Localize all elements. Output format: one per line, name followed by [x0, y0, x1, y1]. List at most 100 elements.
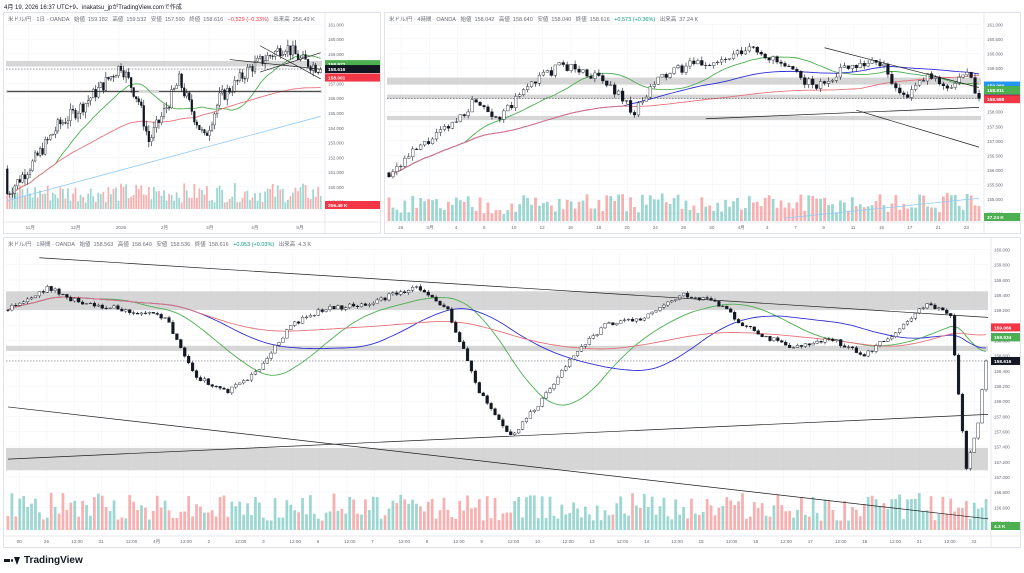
volume-bar — [858, 516, 862, 530]
volume-bar — [226, 516, 230, 530]
volume-bar — [286, 199, 289, 209]
volume-bar — [312, 513, 316, 530]
candle-body — [387, 172, 391, 178]
candle-body — [109, 76, 112, 80]
candle-body — [454, 121, 458, 123]
candle-body — [147, 130, 150, 142]
volume-bar — [633, 207, 636, 221]
candle-body — [564, 366, 568, 371]
candle-body — [399, 166, 403, 168]
price-tick-label: 157.400 — [994, 445, 1010, 450]
candle-body — [674, 299, 678, 301]
candle-body — [253, 61, 257, 72]
chart-svg-1h[interactable]: 160.000 159.800 159.600 159.400 159.200 159.0… — [4, 238, 1020, 547]
candle-body — [312, 315, 316, 317]
chart-panel-1h[interactable]: 米ドル/円 · 1時間 · OANDA 始値 158.563 高値 158.640 … — [3, 237, 1021, 548]
candle-body — [173, 88, 176, 90]
candle-body — [438, 129, 443, 133]
candle-body — [45, 286, 49, 293]
candle-body — [595, 334, 599, 336]
candle-body — [328, 306, 332, 311]
symbol-label[interactable]: 米ドル/円 · 1時間 · OANDA — [8, 242, 75, 248]
chart-svg-4h[interactable]: 161.000160.500160.000159.500159.000158.5… — [385, 13, 1020, 233]
volume-bar — [61, 493, 65, 530]
chart-panel-4h[interactable]: 米ドル/円 · 4時間 · OANDA 始値 158.042 高値 158.640 … — [384, 12, 1021, 234]
candle-body — [139, 312, 144, 315]
volume-bar — [521, 517, 524, 530]
candle-body — [33, 152, 37, 162]
candle-body — [581, 69, 585, 73]
volume-bar — [159, 507, 163, 530]
price-badge-bg — [325, 60, 380, 69]
volume-bar — [99, 193, 102, 209]
chart-svg-daily[interactable]: 161.000160.000159.000158.000157.000156.0… — [4, 13, 380, 233]
volume-bar — [736, 197, 739, 221]
chart-panel-daily[interactable]: 米ドル/円 · 1日 · OANDA 始値 159.182 高値 159.532 安… — [3, 12, 381, 234]
candle-body — [949, 87, 953, 89]
volume-bar — [684, 200, 688, 221]
volume-bar — [725, 497, 729, 530]
candle-body — [941, 83, 945, 86]
volume-bar — [674, 499, 678, 530]
time-tick-label: 12:00 — [399, 539, 411, 544]
candle-body — [458, 332, 462, 343]
volume-bar — [807, 516, 811, 530]
candle-body — [591, 335, 595, 339]
candle-body — [906, 94, 910, 98]
volume-bar — [807, 195, 811, 221]
price-tick-label: 158.200 — [994, 384, 1010, 389]
volume-bar — [218, 497, 222, 530]
volume-bar — [642, 493, 646, 530]
volume-bar — [953, 511, 956, 530]
candle-body — [601, 75, 605, 82]
volume-bar — [198, 188, 201, 209]
volume-bar — [866, 206, 870, 221]
volume-bar — [273, 498, 277, 530]
candle-body — [945, 85, 949, 89]
price-tick-label: 158.400 — [994, 369, 1010, 374]
time-tick-label: 21 — [936, 225, 942, 230]
volume-bar — [720, 211, 724, 221]
candle-body — [721, 306, 725, 308]
volume-bar — [486, 202, 490, 221]
change-value: −0.529 (−0.33%) — [227, 17, 269, 23]
volume-bar — [297, 191, 299, 209]
volume-bar — [407, 212, 411, 221]
candle-body — [708, 64, 712, 66]
time-tick-label: 12:00 — [344, 539, 356, 544]
candle-body — [363, 303, 367, 306]
volume-bar — [276, 185, 279, 209]
candle-body — [854, 347, 858, 353]
volume-bar — [352, 499, 356, 530]
volume-bar — [690, 498, 693, 530]
candle-body — [744, 325, 749, 327]
candle-body — [256, 57, 259, 62]
tradingview-branding[interactable]: TradingView — [4, 555, 83, 566]
volume-bar — [961, 507, 964, 530]
candle-body — [391, 171, 395, 178]
volume-bar — [57, 513, 61, 530]
candle-body — [458, 114, 462, 122]
volume-bar — [120, 517, 124, 530]
volume-bar — [934, 207, 937, 221]
volume-bar — [553, 211, 557, 221]
candle-body — [583, 344, 587, 347]
time-tick-label: 4月 — [251, 225, 258, 231]
candle-body — [13, 185, 16, 194]
candle-body — [846, 65, 850, 69]
time-tick-label: 12:00 — [617, 539, 629, 544]
volume-bar — [712, 210, 716, 221]
candle-body — [97, 87, 100, 98]
candle-body — [474, 99, 478, 103]
volume-bar — [930, 207, 933, 221]
candle-body — [332, 306, 336, 310]
symbol-label[interactable]: 米ドル/円 · 4時間 · OANDA — [389, 17, 456, 23]
candle-body — [276, 48, 279, 52]
candle-body — [414, 286, 419, 288]
volume-bar — [505, 512, 509, 530]
time-tick-label: 7 — [794, 225, 797, 230]
candle-body — [28, 170, 32, 175]
volume-bar — [259, 192, 261, 209]
symbol-label[interactable]: 米ドル/円 · 1日 · OANDA — [8, 17, 70, 23]
time-tick-label: 9 — [822, 225, 825, 230]
